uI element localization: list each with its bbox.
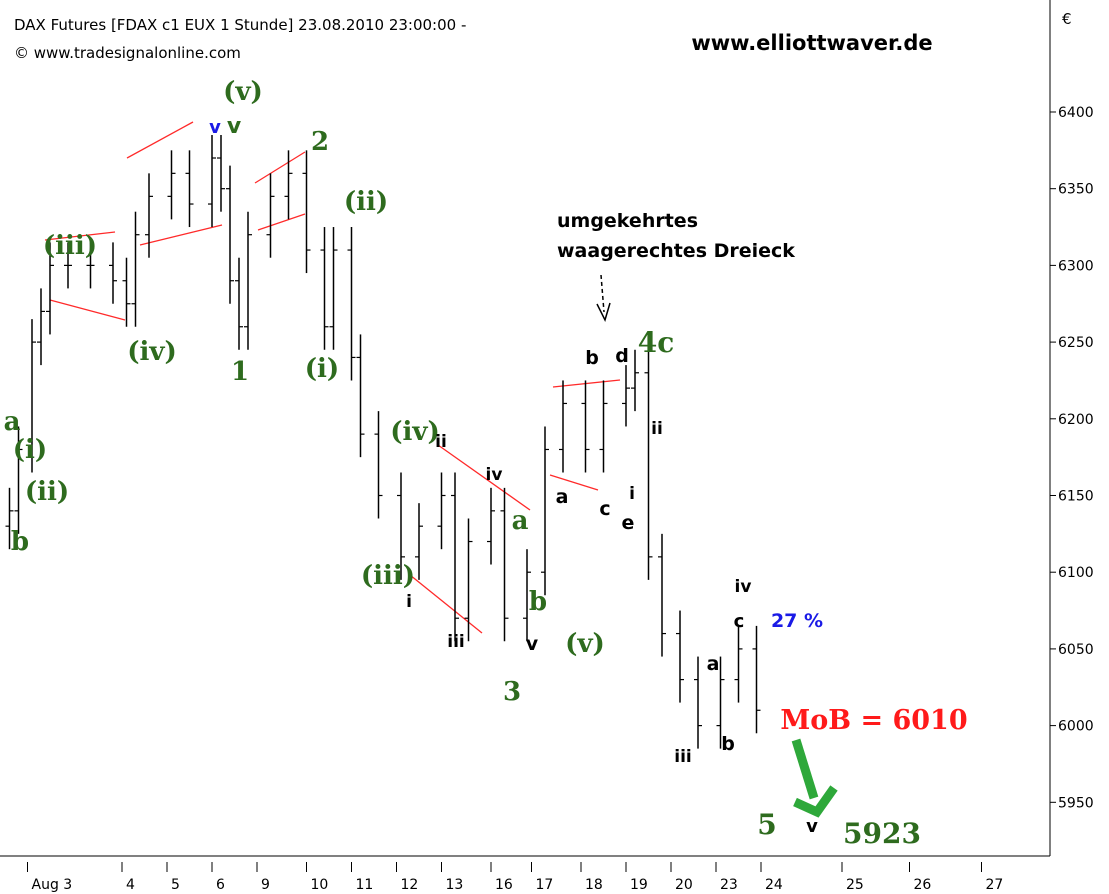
y-axis-label: € <box>1062 10 1072 28</box>
annotation: (v) <box>565 629 605 659</box>
annotation: (iv) <box>127 337 177 367</box>
annotation: i <box>629 484 635 504</box>
y-tick-label: 6100 <box>1058 565 1094 581</box>
x-tick-label: 19 <box>630 877 648 893</box>
annotation: umgekehrtes <box>557 210 698 232</box>
y-tick-label: 6300 <box>1058 258 1094 274</box>
y-tick-label: 5950 <box>1058 795 1094 811</box>
trendline <box>49 299 126 321</box>
x-tick-label: 23 <box>720 877 738 893</box>
annotation: b <box>721 733 735 755</box>
x-tick-label: 18 <box>585 877 603 893</box>
x-tick-label: 25 <box>846 877 864 893</box>
y-tick-label: 6150 <box>1058 488 1094 504</box>
annotation: 5 <box>757 808 776 841</box>
annotation: 3 <box>503 677 521 707</box>
annotation: v <box>227 114 242 139</box>
annotation: a <box>512 506 529 536</box>
annotation: ii <box>435 432 447 452</box>
annotation: waagerechtes Dreieck <box>557 240 795 262</box>
annotation: (i) <box>13 435 47 465</box>
x-tick-label: 12 <box>401 877 419 893</box>
x-tick-label: 6 <box>216 877 225 893</box>
annotation: b <box>11 527 29 557</box>
chart-subtitle: © www.tradesignalonline.com <box>14 44 241 62</box>
x-tick-label: 9 <box>261 877 270 893</box>
annotation: v <box>806 816 818 837</box>
trendline <box>409 574 483 634</box>
x-tick-label: Aug 3 <box>32 877 73 893</box>
x-tick-label: 13 <box>446 877 464 893</box>
annotation: 1 <box>231 357 249 387</box>
x-tick-label: 24 <box>765 877 783 893</box>
annotation: MoB = 6010 <box>780 705 967 736</box>
annotation: ii <box>651 419 663 439</box>
annotation: (v) <box>223 77 263 107</box>
y-tick-label: 6250 <box>1058 335 1094 351</box>
annotation: c <box>734 611 745 632</box>
annotation: a <box>4 407 21 437</box>
watermark: www.elliottwaver.de <box>691 31 932 55</box>
annotation: v <box>209 117 221 138</box>
x-tick-label: 5 <box>171 877 180 893</box>
annotation: (ii) <box>344 187 388 217</box>
annotation: (iii) <box>361 561 415 591</box>
trendline <box>257 213 306 231</box>
annotation: (iii) <box>43 231 97 261</box>
trendline <box>139 224 223 246</box>
y-tick-label: 6400 <box>1058 105 1094 121</box>
annotation: 5923 <box>843 817 921 850</box>
trendline <box>254 151 306 184</box>
arrow-head <box>793 785 838 818</box>
annotation: b <box>585 347 599 369</box>
annotation: iv <box>486 465 503 485</box>
annotation: 2 <box>311 127 329 157</box>
annotation: b <box>529 587 547 617</box>
x-tick-label: 10 <box>311 877 329 893</box>
trendline <box>437 444 531 511</box>
annotation: (i) <box>305 354 339 384</box>
annotation: 4c <box>638 326 675 359</box>
trendlines <box>44 121 621 634</box>
annotation: (iv) <box>390 417 440 447</box>
trendline <box>549 474 599 491</box>
green-arrow <box>791 738 838 818</box>
arrow-head <box>596 302 611 323</box>
annotation: iii <box>674 747 691 767</box>
y-tick-label: 6200 <box>1058 412 1094 428</box>
y-tick-label: 6000 <box>1058 719 1094 735</box>
arrow-shaft <box>600 274 605 313</box>
trendline <box>552 379 621 388</box>
annotation: a <box>556 486 569 508</box>
y-tick-label: 6350 <box>1058 182 1094 198</box>
annotation: a <box>707 653 720 675</box>
dashed-arrow <box>596 274 611 323</box>
annotation: 27 % <box>771 610 823 632</box>
trendline <box>44 231 116 241</box>
annotation: d <box>615 345 629 367</box>
x-tick-label: 20 <box>675 877 693 893</box>
annotation: (ii) <box>25 477 69 507</box>
x-tick-label: 26 <box>914 877 932 893</box>
annotation: iv <box>735 577 752 597</box>
arrow-shaft <box>791 738 819 800</box>
annotation: c <box>599 498 610 520</box>
trendline <box>126 121 194 159</box>
x-tick-label: 17 <box>536 877 554 893</box>
x-tick-label: 11 <box>356 877 374 893</box>
y-tick-label: 6050 <box>1058 642 1094 658</box>
annotation: iii <box>447 632 464 652</box>
x-tick-label: 16 <box>495 877 513 893</box>
annotation: e <box>622 512 635 534</box>
chart-title: DAX Futures [FDAX c1 EUX 1 Stunde] 23.08… <box>14 16 466 34</box>
annotation: i <box>406 592 412 612</box>
x-tick-label: 27 <box>986 877 1004 893</box>
x-tick-label: 4 <box>126 877 135 893</box>
annotation: v <box>526 633 539 655</box>
